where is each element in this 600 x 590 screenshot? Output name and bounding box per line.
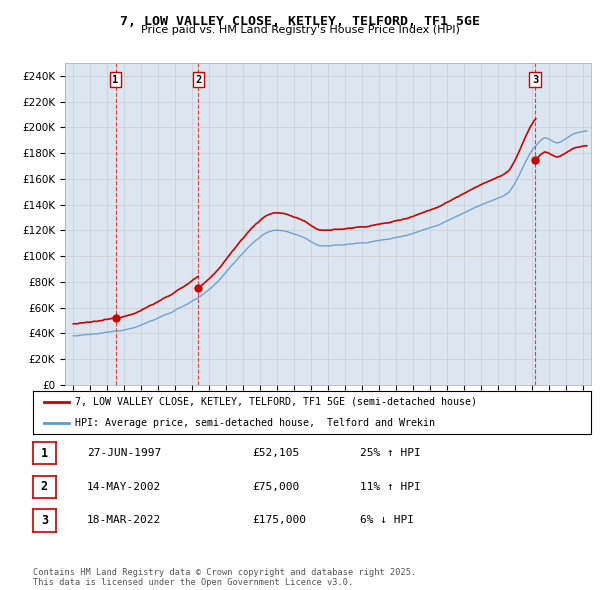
Text: 11% ↑ HPI: 11% ↑ HPI	[360, 482, 421, 491]
Text: Price paid vs. HM Land Registry's House Price Index (HPI): Price paid vs. HM Land Registry's House …	[140, 25, 460, 35]
Text: 3: 3	[532, 75, 538, 85]
Text: 14-MAY-2002: 14-MAY-2002	[87, 482, 161, 491]
Text: 2: 2	[195, 75, 202, 85]
Text: 7, LOW VALLEY CLOSE, KETLEY, TELFORD, TF1 5GE (semi-detached house): 7, LOW VALLEY CLOSE, KETLEY, TELFORD, TF…	[75, 397, 477, 407]
Text: 7, LOW VALLEY CLOSE, KETLEY, TELFORD, TF1 5GE: 7, LOW VALLEY CLOSE, KETLEY, TELFORD, TF…	[120, 15, 480, 28]
Text: 27-JUN-1997: 27-JUN-1997	[87, 448, 161, 458]
Text: 25% ↑ HPI: 25% ↑ HPI	[360, 448, 421, 458]
Text: 1: 1	[112, 75, 119, 85]
Text: 1: 1	[41, 447, 48, 460]
Text: HPI: Average price, semi-detached house,  Telford and Wrekin: HPI: Average price, semi-detached house,…	[75, 418, 435, 428]
Text: 2: 2	[41, 480, 48, 493]
Text: £175,000: £175,000	[252, 516, 306, 525]
Text: £75,000: £75,000	[252, 482, 299, 491]
Text: £52,105: £52,105	[252, 448, 299, 458]
Text: 18-MAR-2022: 18-MAR-2022	[87, 516, 161, 525]
Text: 3: 3	[41, 514, 48, 527]
Text: Contains HM Land Registry data © Crown copyright and database right 2025.
This d: Contains HM Land Registry data © Crown c…	[33, 568, 416, 587]
Text: 6% ↓ HPI: 6% ↓ HPI	[360, 516, 414, 525]
